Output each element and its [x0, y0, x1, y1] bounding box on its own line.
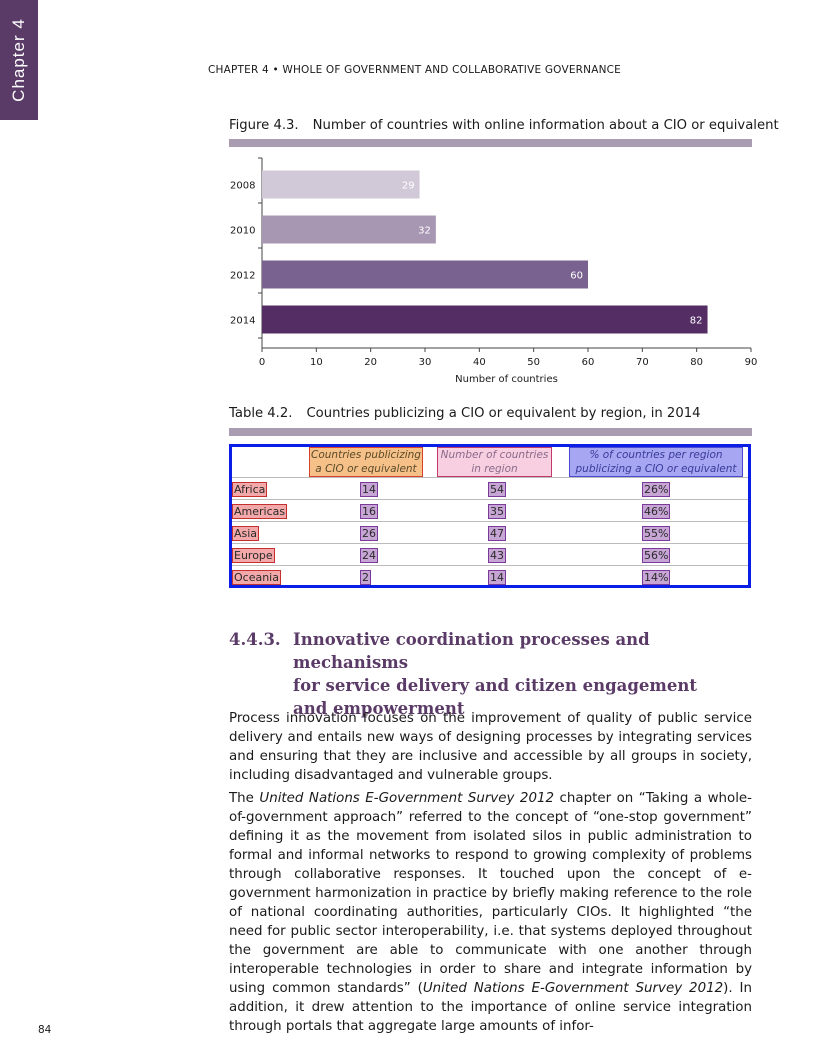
region-count: 14: [488, 570, 506, 585]
data-label: 32: [418, 226, 431, 237]
header-in-region-line2: in region: [471, 463, 518, 475]
table-number: Table 4.2.: [229, 406, 293, 421]
header-publicizing: Countries publicizing a CIO or equivalen…: [309, 447, 423, 477]
x-tick-label: 70: [636, 357, 649, 368]
figure-title: Number of countries with online informat…: [312, 118, 779, 133]
region-percent: 14%: [642, 570, 671, 585]
header-publicizing-line1: Countries publicizing: [311, 449, 421, 461]
region-name: Africa: [232, 482, 268, 497]
bar-2012: [262, 260, 588, 289]
publicizing-count: 24: [360, 548, 378, 563]
x-tick-label: 30: [419, 357, 432, 368]
x-tick-label: 90: [745, 357, 758, 368]
figure-caption: Figure 4.3. Number of countries with onli…: [229, 118, 779, 133]
publicizing-count: 26: [360, 526, 378, 541]
para2-text: The: [229, 791, 260, 806]
section-title: Innovative coordination processes and me…: [293, 628, 763, 720]
section-number: 4.4.3.: [229, 630, 281, 649]
table-row: Americas 16 35 46%: [232, 499, 748, 522]
x-axis-label: Number of countries: [455, 374, 558, 385]
x-tick-label: 10: [310, 357, 323, 368]
publicizing-count: 2: [360, 570, 371, 585]
table-row: Asia 26 47 55%: [232, 521, 748, 544]
header-percent-line2: publicizing a CIO or equivalent: [575, 463, 737, 475]
region-name: Americas: [232, 504, 288, 519]
table-header: Countries publicizing a CIO or equivalen…: [232, 447, 748, 478]
figure-number: Figure 4.3.: [229, 118, 299, 133]
section-title-line: Innovative coordination processes and me…: [293, 630, 650, 672]
x-tick-label: 50: [527, 357, 540, 368]
region-count: 54: [488, 482, 506, 497]
x-tick-label: 60: [582, 357, 595, 368]
region-percent: 26%: [642, 482, 671, 497]
para2-text: chapter on “Taking a whole-of-government…: [229, 791, 752, 996]
table-title: Countries publicizing a CIO or equivalen…: [306, 406, 701, 421]
page-number: 84: [38, 1024, 52, 1036]
body-paragraph-1: Process innovation focuses on the improv…: [229, 711, 752, 783]
header-in-region: Number of countries in region: [437, 447, 552, 477]
chapter-side-tab: Chapter 4: [0, 0, 38, 120]
para2-citation: United Nations E-Government Survey 2012: [259, 791, 555, 806]
x-tick-label: 80: [690, 357, 703, 368]
table-rule: [229, 428, 752, 436]
table-row: Europe 24 43 56%: [232, 543, 748, 566]
region-count: 35: [488, 504, 506, 519]
table-row: Oceania 2 14 14%: [232, 565, 748, 588]
publicizing-count: 16: [360, 504, 378, 519]
category-label: 2014: [230, 316, 255, 327]
table-row: Africa 14 54 26%: [232, 477, 748, 500]
para2-citation: United Nations E-Government Survey 2012: [422, 981, 724, 996]
table-caption: Table 4.2. Countries publicizing a CIO or…: [229, 406, 701, 421]
region-percent: 46%: [642, 504, 671, 519]
region-name: Oceania: [232, 570, 281, 585]
region-name: Europe: [232, 548, 275, 563]
header-percent-line1: % of countries per region: [589, 449, 723, 461]
data-label: 60: [570, 271, 583, 282]
region-name: Asia: [232, 526, 260, 541]
bar-2010: [262, 215, 436, 244]
category-label: 2010: [230, 226, 255, 237]
figure-rule: [229, 139, 752, 147]
body-paragraph-2: The United Nations E-Government Survey 2…: [229, 789, 752, 1036]
header-publicizing-line2: a CIO or equivalent: [315, 463, 417, 475]
header-percent: % of countries per region publicizing a …: [569, 447, 743, 477]
region-percent: 56%: [642, 548, 671, 563]
x-tick-label: 20: [364, 357, 377, 368]
x-tick-label: 40: [473, 357, 486, 368]
section-title-line: for service delivery and citizen engagem…: [293, 676, 697, 695]
region-count: 43: [488, 548, 506, 563]
bar-chart: 2008 29 2010 32 2012 60 2014 82 0 10 20 30 40 50 60 70 8…: [230, 157, 758, 385]
running-head: CHAPTER 4 • WHOLE OF GOVERNMENT AND COLL…: [208, 64, 622, 76]
bar-2008: [262, 170, 420, 199]
region-count: 47: [488, 526, 506, 541]
publicizing-count: 14: [360, 482, 378, 497]
para2-text: ). In addition, it drew attention to the…: [229, 981, 752, 1034]
chapter-side-tab-label: Chapter 4: [9, 18, 28, 102]
region-table: Countries publicizing a CIO or equivalen…: [229, 444, 751, 588]
header-in-region-line1: Number of countries: [440, 449, 549, 461]
category-label: 2008: [230, 181, 255, 192]
bar-2014: [262, 305, 708, 334]
region-percent: 55%: [642, 526, 671, 541]
x-tick-label: 0: [259, 357, 265, 368]
data-label: 82: [690, 316, 703, 327]
section-title-line: and empowerment: [293, 699, 465, 718]
data-label: 29: [402, 181, 415, 192]
category-label: 2012: [230, 271, 255, 282]
